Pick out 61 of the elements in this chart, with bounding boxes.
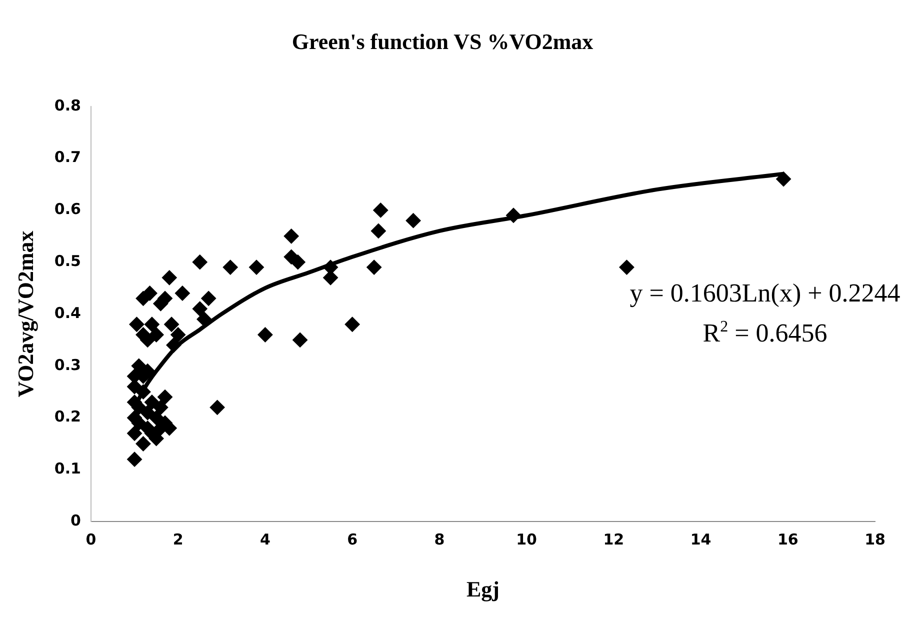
x-tick-label: 2 [172,530,184,548]
point [284,228,299,244]
y-tick-label: 0.6 [54,200,81,218]
point [196,312,212,327]
point [144,394,160,410]
x-tick-label: 16 [777,530,798,548]
x-tick-label: 4 [260,530,270,548]
point [127,452,142,467]
point [366,260,382,275]
point [148,410,164,426]
x-axis-title: Egj [466,576,500,602]
point [162,270,177,286]
point [192,301,208,316]
point [142,286,158,301]
point [127,426,142,441]
point [131,358,146,374]
y-tick-label: 0.4 [54,304,81,322]
y-tick-label: 0.8 [54,96,81,114]
x-tick-label: 0 [86,530,96,548]
point [174,286,190,301]
point [406,213,421,228]
point [292,332,308,348]
point [370,223,386,238]
point [776,172,792,187]
point [222,260,238,275]
x-tick-label: 18 [864,530,886,548]
point [619,260,634,275]
point [192,254,208,270]
point [148,327,164,342]
x-tick-label: 12 [603,530,624,548]
point [210,400,225,415]
point [129,316,144,332]
x-tick-label: 6 [347,530,358,548]
point [136,436,151,452]
point [166,338,182,353]
x-tick-label: 14 [690,530,712,548]
y-tick-label: 0.1 [54,460,81,478]
x-tick-label: 8 [434,530,445,548]
y-tick-label: 0.5 [54,252,81,270]
point [158,390,173,405]
point [248,260,264,275]
y-axis-title: VO2avg/VO2max [12,230,38,398]
point [153,400,168,415]
point [140,405,156,420]
y-tick-label: 0 [70,511,81,530]
point [144,316,160,332]
point [344,316,360,332]
point [290,254,306,270]
point [136,384,151,400]
point [506,208,521,223]
y-tick-label: 0.2 [54,408,81,426]
point [164,316,180,332]
point [373,202,388,218]
y-tick-label: 0.3 [54,356,81,374]
point [170,327,186,342]
annotation: y = 0.1603Ln(x) + 0.2244 [630,278,900,308]
y-tick-label: 0.7 [54,148,81,166]
point [258,327,273,342]
chart-title: Green's function VS %VO2max [292,28,594,54]
x-tick-label: 10 [516,530,537,548]
point [201,290,216,306]
